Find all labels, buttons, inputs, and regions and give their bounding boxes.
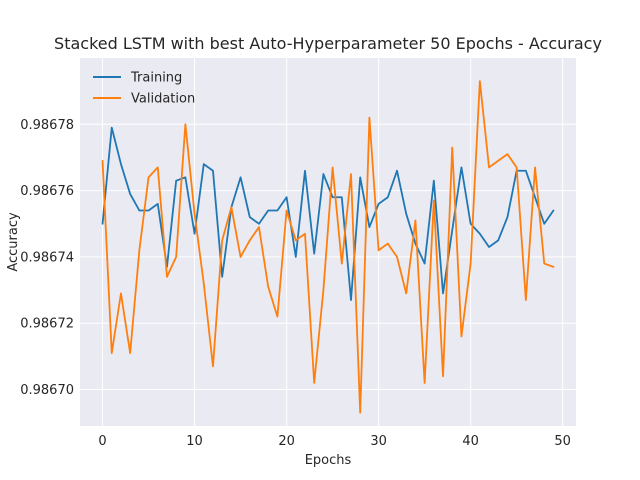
plot-area xyxy=(80,58,576,426)
y-tick-label: 0.98676 xyxy=(20,184,74,199)
series-layer xyxy=(101,80,555,414)
y-tick-label: 0.98678 xyxy=(20,118,74,133)
y-axis-ticks: 0.98670 0.98672 0.98674 0.98676 0.98678 xyxy=(20,118,74,398)
series-line-validation xyxy=(101,80,555,414)
x-tick-label: 0 xyxy=(98,434,106,449)
series-line-training xyxy=(101,126,555,301)
x-tick-label: 40 xyxy=(462,434,479,449)
x-axis-label: Epochs xyxy=(305,453,352,468)
y-axis-label: Accuracy xyxy=(6,212,21,272)
grid-lines xyxy=(80,58,576,426)
x-tick-label: 20 xyxy=(278,434,295,449)
x-tick-label: 30 xyxy=(370,434,387,449)
legend-label-validation: Validation xyxy=(131,92,195,107)
y-tick-label: 0.98672 xyxy=(20,317,74,332)
y-tick-label: 0.98674 xyxy=(20,250,74,265)
legend: Training Validation xyxy=(93,71,195,107)
legend-label-training: Training xyxy=(130,71,182,86)
x-tick-label: 10 xyxy=(186,434,203,449)
x-axis-ticks: 0 10 20 30 40 50 xyxy=(98,434,571,449)
chart-title: Stacked LSTM with best Auto-Hyperparamet… xyxy=(54,34,602,53)
y-tick-label: 0.98670 xyxy=(20,383,74,398)
x-tick-label: 50 xyxy=(554,434,571,449)
